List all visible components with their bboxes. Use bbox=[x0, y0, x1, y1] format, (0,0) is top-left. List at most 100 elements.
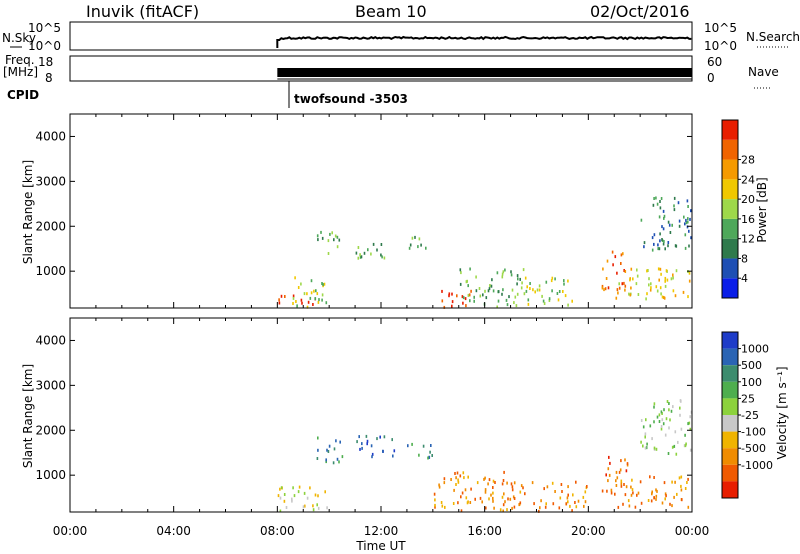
heatmap-cell bbox=[285, 506, 288, 509]
heatmap-cell bbox=[298, 485, 301, 489]
heatmap-cell bbox=[475, 275, 477, 279]
velocity-panel: 1000 2000 3000 4000 Slant Range [km] bbox=[21, 317, 693, 513]
heatmap-cell bbox=[519, 490, 522, 494]
heatmap-cell bbox=[558, 290, 561, 293]
heatmap-cell bbox=[649, 288, 652, 292]
heatmap-cell bbox=[510, 482, 513, 486]
power-colorbar-swatch bbox=[722, 258, 738, 279]
heatmap-cell bbox=[630, 493, 633, 497]
velocity-colorbar-tick: 1000 bbox=[741, 343, 769, 356]
heatmap-cell bbox=[622, 502, 624, 506]
power-colorbar-swatch bbox=[722, 238, 738, 259]
heatmap-cell bbox=[521, 281, 523, 285]
heatmap-cell bbox=[511, 485, 514, 489]
heatmap-cell bbox=[575, 480, 577, 484]
heatmap-cell bbox=[626, 462, 629, 466]
heatmap-cell bbox=[631, 478, 633, 482]
heatmap-cell bbox=[672, 289, 675, 293]
heatmap-cell bbox=[502, 288, 504, 292]
heatmap-cell bbox=[294, 276, 296, 280]
heatmap-cell bbox=[662, 242, 665, 246]
cpid-label: CPID bbox=[7, 88, 39, 102]
heatmap-cell bbox=[688, 244, 690, 248]
heatmap-cell bbox=[296, 304, 298, 308]
heatmap-cell bbox=[554, 277, 556, 281]
heatmap-cell bbox=[667, 244, 669, 248]
heatmap-cell bbox=[455, 476, 457, 480]
station-title: Inuvik (fitACF) bbox=[86, 2, 199, 21]
power-colorbar-tick: 28 bbox=[741, 154, 755, 167]
heatmap-cell bbox=[360, 255, 363, 259]
heatmap-cell bbox=[467, 284, 469, 288]
heatmap-cell bbox=[659, 200, 661, 203]
heatmap-cell bbox=[317, 436, 319, 440]
heatmap-cell bbox=[632, 277, 634, 281]
heatmap-cell bbox=[441, 504, 444, 508]
heatmap-cell bbox=[307, 300, 310, 304]
heatmap-cell bbox=[511, 488, 514, 492]
heatmap-cell bbox=[462, 301, 464, 305]
heatmap-cell bbox=[563, 279, 565, 283]
power-colorbar-label: Power [dB] bbox=[755, 177, 769, 242]
heatmap-cell bbox=[651, 248, 654, 252]
heatmap-cell bbox=[644, 432, 647, 436]
heatmap-cell bbox=[531, 481, 534, 485]
heatmap-cell bbox=[621, 282, 624, 286]
heatmap-cell bbox=[409, 243, 412, 247]
heatmap-cell bbox=[464, 488, 467, 492]
heatmap-cell bbox=[670, 409, 673, 413]
heatmap-cell bbox=[336, 235, 339, 239]
heatmap-cell bbox=[658, 278, 660, 282]
heatmap-cell bbox=[630, 267, 633, 271]
heatmap-cell bbox=[474, 497, 476, 501]
heatmap-cell bbox=[577, 499, 580, 503]
heatmap-cell bbox=[629, 293, 632, 297]
heatmap-cell bbox=[434, 505, 436, 509]
heatmap-cell bbox=[690, 236, 692, 240]
heatmap-cell bbox=[503, 492, 505, 496]
heatmap-cell bbox=[333, 447, 336, 451]
heatmap-cell bbox=[672, 276, 674, 280]
heatmap-cell bbox=[635, 282, 638, 286]
heatmap-cell bbox=[660, 427, 663, 431]
noise-right-label: N.Search bbox=[746, 30, 800, 44]
heatmap-cell bbox=[661, 238, 663, 241]
heatmap-cell bbox=[317, 506, 320, 510]
power-colorbar-swatch bbox=[722, 179, 738, 200]
heatmap-cell bbox=[689, 217, 691, 221]
heatmap-cell bbox=[465, 496, 468, 500]
heatmap-cell bbox=[616, 288, 619, 292]
x-tick-label: 00:00 bbox=[675, 524, 710, 538]
heatmap-cell bbox=[280, 486, 283, 490]
heatmap-cell bbox=[502, 270, 505, 274]
heatmap-cell bbox=[557, 298, 560, 302]
heatmap-cell bbox=[300, 282, 302, 286]
power-colorbar-swatch bbox=[722, 159, 738, 180]
heatmap-cell bbox=[569, 504, 571, 508]
y-tick-label: 2000 bbox=[35, 219, 66, 233]
velocity-colorbar-swatch bbox=[722, 464, 738, 482]
heatmap-cell bbox=[292, 302, 294, 305]
heatmap-cell bbox=[462, 471, 465, 475]
heatmap-cell bbox=[559, 496, 562, 500]
heatmap-cell bbox=[554, 490, 556, 493]
heatmap-cell bbox=[689, 415, 691, 419]
velocity-colorbar-swatch bbox=[722, 481, 738, 498]
heatmap-cell bbox=[689, 427, 692, 431]
heatmap-cell bbox=[611, 250, 614, 254]
beam-title: Beam 10 bbox=[355, 2, 427, 21]
heatmap-cell bbox=[620, 459, 622, 463]
heatmap-cell bbox=[429, 450, 431, 454]
heatmap-cell bbox=[545, 502, 547, 506]
heatmap-cell bbox=[303, 491, 306, 495]
date-title: 02/Oct/2016 bbox=[590, 2, 690, 21]
heatmap-cell bbox=[679, 406, 681, 410]
heatmap-cell bbox=[650, 282, 652, 286]
heatmap-cell bbox=[685, 442, 687, 446]
heatmap-cell bbox=[370, 444, 373, 448]
heatmap-cell bbox=[538, 509, 540, 513]
heatmap-cell bbox=[504, 500, 506, 504]
heatmap-cell bbox=[496, 271, 499, 275]
heatmap-cell bbox=[665, 494, 667, 498]
noise-left-tick-top: 10^5 bbox=[28, 21, 61, 35]
